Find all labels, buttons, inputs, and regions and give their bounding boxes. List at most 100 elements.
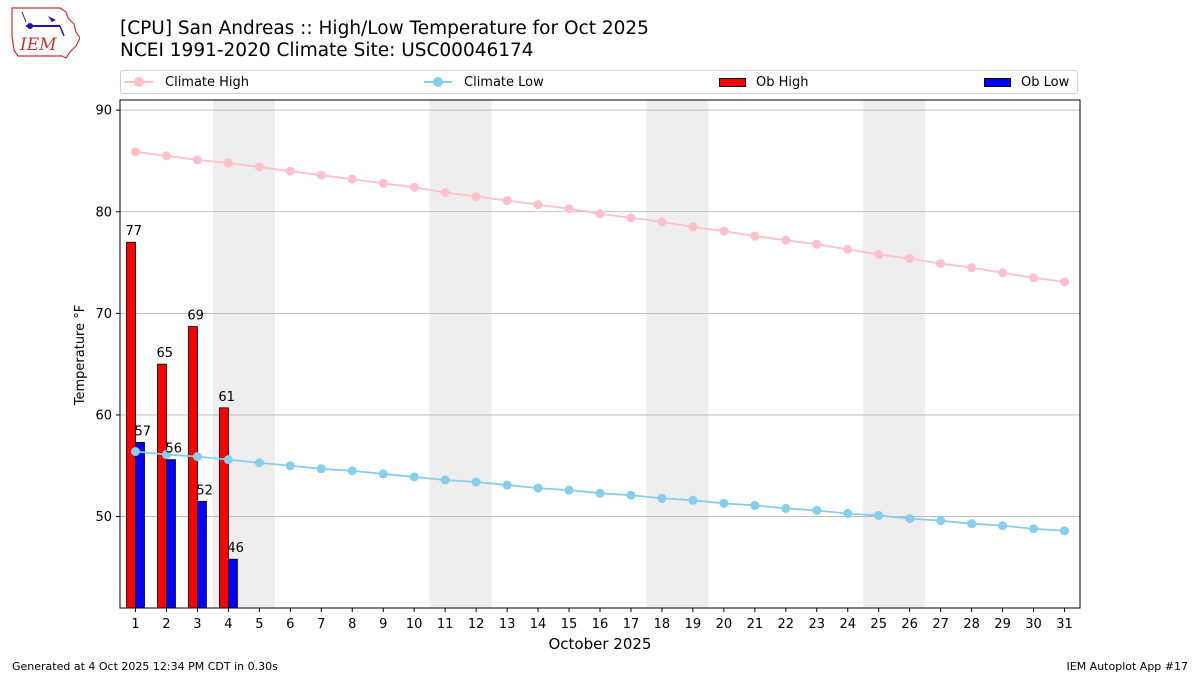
climate-low-point-31: [1060, 526, 1070, 536]
xtick-label-19: 19: [685, 617, 702, 632]
legend-swatch-ob-high: [719, 77, 746, 87]
climate-low-point-18: [657, 493, 667, 503]
xtick-label-18: 18: [654, 617, 671, 632]
climate-high-point-21: [750, 231, 760, 241]
iem-logo: IEM: [11, 7, 80, 59]
legend-label-climate-high: Climate High: [165, 74, 250, 90]
xtick-label-8: 8: [348, 617, 356, 632]
climate-low-point-14: [533, 483, 543, 493]
climate-low-point-30: [1029, 524, 1039, 534]
climate-high-point-26: [905, 253, 915, 263]
ytick-label-70: 70: [95, 307, 112, 322]
legend-label-ob-high: Ob High: [756, 74, 809, 90]
climate-high-point-30: [1029, 273, 1039, 283]
xtick-label-4: 4: [224, 617, 232, 632]
climate-high-point-18: [657, 217, 667, 227]
climate-high-point-3: [192, 155, 202, 165]
climate-low-point-26: [905, 514, 915, 524]
ytick-label-60: 60: [95, 408, 112, 423]
climate-high-point-11: [440, 187, 450, 197]
climate-high-point-20: [719, 226, 729, 236]
xtick-label-2: 2: [162, 617, 170, 632]
chart-title: [CPU] San Andreas :: High/Low Temperatur…: [120, 18, 649, 39]
climate-low-point-20: [719, 498, 729, 508]
climate-low-point-24: [843, 509, 853, 519]
weekend-shading: [212, 100, 926, 608]
climate-low-point-22: [781, 503, 791, 513]
climate-high-point-10: [409, 182, 419, 192]
gridlines: [120, 109, 1080, 517]
xtick-label-5: 5: [255, 617, 263, 632]
ob-low-bar-1: [135, 441, 145, 609]
legend-item-climate-high: Climate High: [125, 71, 249, 93]
climate-high-point-28: [967, 263, 977, 273]
climate-low-point-12: [471, 477, 481, 487]
xtick-label-13: 13: [499, 617, 516, 632]
weekend-span-2: [646, 100, 709, 608]
xtick-label-11: 11: [437, 617, 454, 632]
chart-legend: Climate High Climate Low Ob High Ob Low: [120, 70, 1078, 94]
ob-low-bar-4: [227, 558, 238, 609]
climate-high-point-19: [688, 222, 698, 232]
ob-high-label-2: 65: [156, 346, 173, 361]
legend-item-ob-high: Ob High: [719, 71, 809, 93]
climate-low-point-7: [316, 464, 326, 474]
legend-swatch-ob-low: [984, 77, 1011, 87]
ob-low-label-1: 57: [134, 424, 151, 439]
climate-low-point-29: [998, 521, 1008, 531]
climate-low-point-2: [161, 450, 171, 460]
bar-value-labels: 77 65 69 61 57 56 52 46: [125, 224, 243, 556]
climate-high-point-4: [223, 158, 233, 168]
climate-high-point-15: [564, 204, 574, 214]
footer-generated: Generated at 4 Oct 2025 12:34 PM CDT in …: [12, 660, 278, 673]
xtick-label-15: 15: [561, 617, 578, 632]
xtick-label-12: 12: [468, 617, 485, 632]
climate-low-point-3: [192, 452, 202, 462]
ob-low-label-3: 52: [196, 483, 213, 498]
climate-low-point-10: [409, 472, 419, 482]
climate-low-point-6: [285, 461, 295, 471]
x-axis-label: October 2025: [549, 635, 652, 653]
ob-low-bar-3: [197, 500, 207, 609]
climate-high-point-2: [161, 151, 171, 161]
xtick-label-31: 31: [1056, 617, 1073, 632]
footer-app: IEM Autoplot App #17: [1066, 660, 1189, 673]
ytick-label-50: 50: [95, 510, 112, 525]
legend-item-climate-low: Climate Low: [424, 71, 544, 93]
weekend-span-1: [429, 100, 492, 608]
legend-item-ob-low: Ob Low: [984, 71, 1069, 93]
climate-high-point-9: [378, 178, 388, 188]
xtick-label-9: 9: [379, 617, 387, 632]
legend-swatch-climate-high: [125, 75, 153, 89]
xtick-label-7: 7: [317, 617, 325, 632]
climate-high-point-17: [626, 213, 636, 223]
climate-low-point-27: [936, 516, 946, 526]
xtick-label-23: 23: [809, 617, 826, 632]
ob-high-bar-3: [188, 326, 198, 609]
y-axis-label: Temperature °F: [73, 305, 88, 406]
climate-low-point-5: [254, 458, 264, 468]
climate-high-point-31: [1060, 277, 1070, 287]
climate-high-point-29: [998, 268, 1008, 278]
climate-high-point-6: [285, 166, 295, 176]
climate-low-point-16: [595, 488, 605, 498]
climate-high-point-24: [843, 244, 853, 254]
xtick-label-29: 29: [994, 617, 1011, 632]
legend-swatch-climate-low: [424, 75, 452, 89]
climate-low-point-19: [688, 495, 698, 505]
xtick-label-25: 25: [870, 617, 887, 632]
ob-high-bar-2: [157, 363, 167, 609]
climate-high-point-1: [130, 147, 140, 157]
xtick-label-17: 17: [623, 617, 640, 632]
climate-lines: [130, 147, 1070, 536]
climate-low-point-11: [440, 475, 450, 485]
xtick-label-10: 10: [406, 617, 423, 632]
xtick-label-28: 28: [963, 617, 980, 632]
climate-low-point-4: [223, 455, 233, 465]
legend-label-ob-low: Ob Low: [1021, 74, 1070, 90]
climate-high-point-23: [812, 239, 822, 249]
xtick-label-26: 26: [901, 617, 918, 632]
weekend-span-3: [863, 100, 926, 608]
climate-low-point-25: [874, 511, 884, 521]
